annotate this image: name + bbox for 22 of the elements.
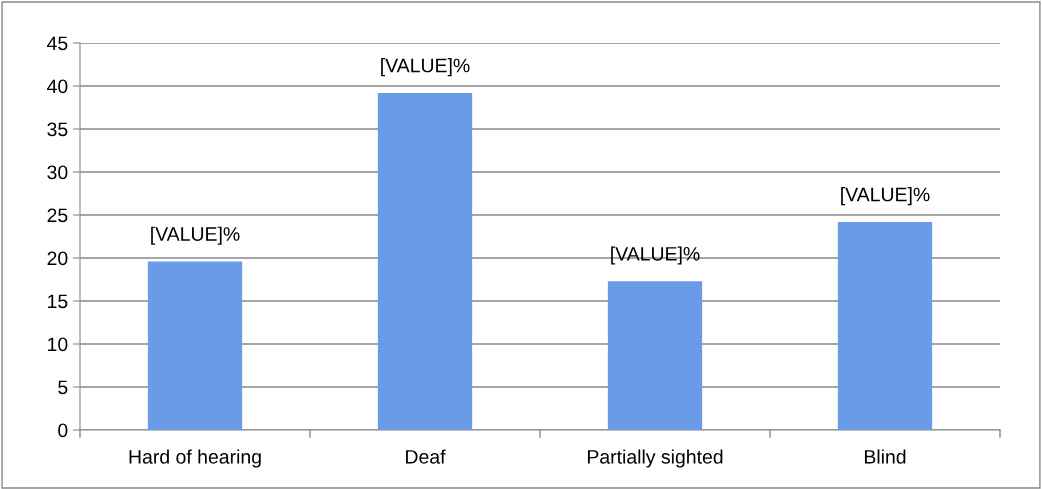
bar — [147, 261, 243, 430]
y-tick-label: 0 — [58, 423, 68, 438]
bar — [607, 281, 703, 430]
y-tick-label: 35 — [47, 122, 68, 137]
bar — [837, 221, 933, 430]
y-tick-label: 30 — [47, 165, 68, 180]
y-tick-label: 40 — [47, 79, 68, 94]
data-label: [VALUE]% — [611, 246, 700, 265]
y-tick-label: 20 — [47, 251, 68, 266]
data-label: [VALUE]% — [151, 226, 240, 245]
y-tick-label: 15 — [48, 294, 68, 309]
x-tick-label: Hard of hearing — [129, 449, 261, 468]
y-tick-label: 25 — [47, 208, 68, 223]
y-tick-label: 5 — [58, 380, 68, 395]
x-tick-label: Partially sighted — [587, 449, 723, 468]
y-tick-label: 45 — [47, 36, 68, 51]
bar — [377, 92, 473, 430]
x-tick-label: Deaf — [406, 449, 446, 464]
data-label: [VALUE]% — [841, 187, 930, 206]
data-label: [VALUE]% — [381, 58, 470, 77]
y-tick-label: 10 — [48, 337, 68, 352]
x-tick-label: Blind — [864, 449, 906, 464]
